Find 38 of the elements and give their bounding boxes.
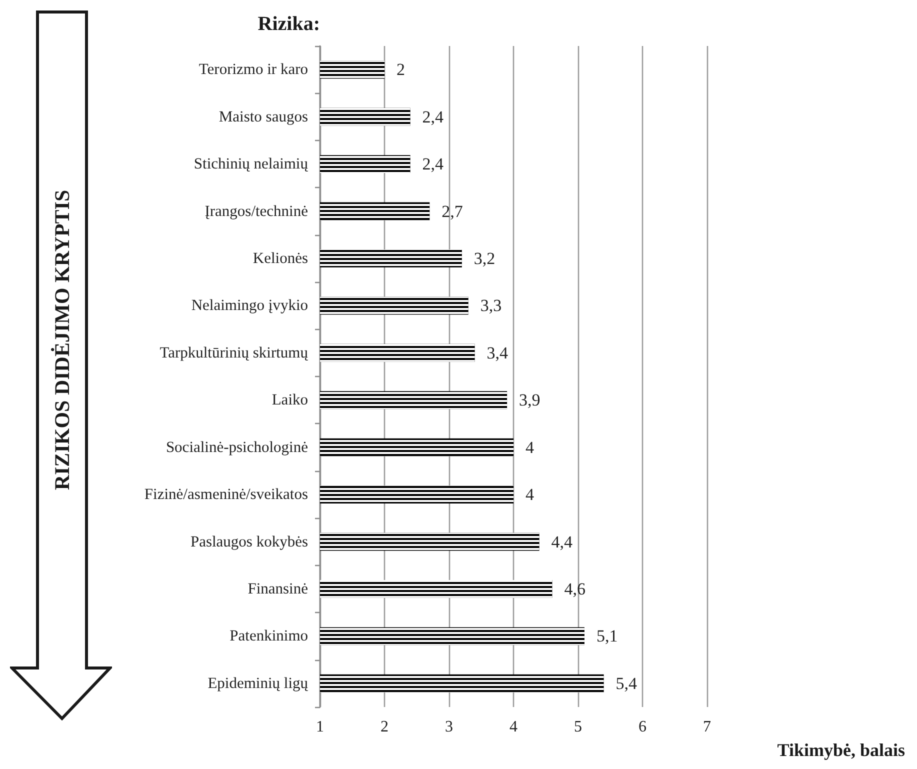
data-label: 3,3 <box>480 296 502 316</box>
text: RIZIKOS DIDĖJIMO KRYPTIS <box>50 190 74 490</box>
x-tick-label: 4 <box>510 718 518 736</box>
data-label: 2,4 <box>422 154 444 174</box>
x-axis-title: Tikimybė, balais <box>777 740 905 760</box>
y-tick-label: Įrangos/techninė <box>204 202 308 220</box>
y-tick-label: Epideminių ligų <box>208 674 308 692</box>
data-label: 4,4 <box>551 532 574 552</box>
data-label: 4 <box>526 438 534 457</box>
x-tick-label: 1 <box>316 718 324 736</box>
data-label: 2,7 <box>442 202 464 221</box>
data-label: 4 <box>526 485 534 504</box>
data-label: 3,2 <box>474 248 496 268</box>
y-tick-label: Finansinė <box>248 580 308 598</box>
y-tick-label: Stichinių nelaimių <box>194 156 308 173</box>
x-tick-label: 7 <box>703 718 711 736</box>
y-tick-label: Socialinė-psichologinė <box>166 438 308 456</box>
data-label: 5,4 <box>616 674 638 693</box>
y-tick-label: Laiko <box>272 392 308 409</box>
data-label: 2 <box>396 60 405 80</box>
y-tick-label: Tarpkultūrinių skirtumų <box>160 344 308 362</box>
y-tick-label: Nelaimingo įvykio <box>191 297 308 314</box>
data-label: 2,4 <box>422 107 444 126</box>
x-tick-label: 6 <box>638 718 646 736</box>
data-label: 5,1 <box>596 626 618 646</box>
x-tick-label: 2 <box>380 718 388 736</box>
y-tick-label: Patenkinimo <box>230 628 308 645</box>
y-tick-label: Terorizmo ir karo <box>198 61 308 78</box>
y-tick-label: Paslaugos kokybės <box>190 533 308 550</box>
data-label: 4,6 <box>564 579 586 598</box>
y-tick-label: Kelionės <box>252 250 308 267</box>
x-tick-label: 3 <box>445 718 453 736</box>
x-tick-label: 5 <box>574 718 582 736</box>
y-tick-label: Fizinė/asmeninė/sveikatos <box>144 486 308 504</box>
y-axis-title: Rizika: <box>258 13 320 35</box>
data-label: 3,9 <box>519 390 540 410</box>
data-label: 3,4 <box>486 343 509 362</box>
y-tick-label: Maisto saugos <box>218 108 308 126</box>
